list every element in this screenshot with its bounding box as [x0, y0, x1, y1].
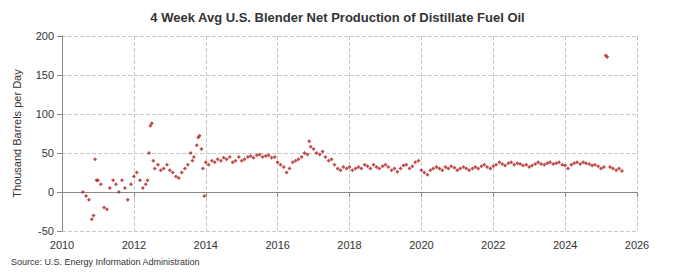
svg-text:2010: 2010: [50, 239, 74, 251]
svg-text:0: 0: [48, 186, 54, 198]
svg-text:2012: 2012: [122, 239, 146, 251]
svg-text:Thousand Barrels per Day: Thousand Barrels per Day: [11, 69, 23, 198]
svg-text:2024: 2024: [553, 239, 577, 251]
svg-text:2022: 2022: [481, 239, 505, 251]
svg-text:50: 50: [42, 147, 54, 159]
svg-text:150: 150: [36, 69, 54, 81]
svg-text:2016: 2016: [265, 239, 289, 251]
svg-text:200: 200: [36, 30, 54, 42]
svg-text:4 Week Avg U.S. Blender Net Pr: 4 Week Avg U.S. Blender Net Production o…: [150, 10, 524, 25]
svg-text:100: 100: [36, 108, 54, 120]
svg-text:2020: 2020: [409, 239, 433, 251]
svg-text:2018: 2018: [337, 239, 361, 251]
svg-text:2026: 2026: [625, 239, 649, 251]
svg-text:2014: 2014: [194, 239, 218, 251]
svg-text:Source: U.S. Energy Informatio: Source: U.S. Energy Information Administ…: [11, 257, 200, 267]
svg-text:-50: -50: [38, 225, 54, 237]
